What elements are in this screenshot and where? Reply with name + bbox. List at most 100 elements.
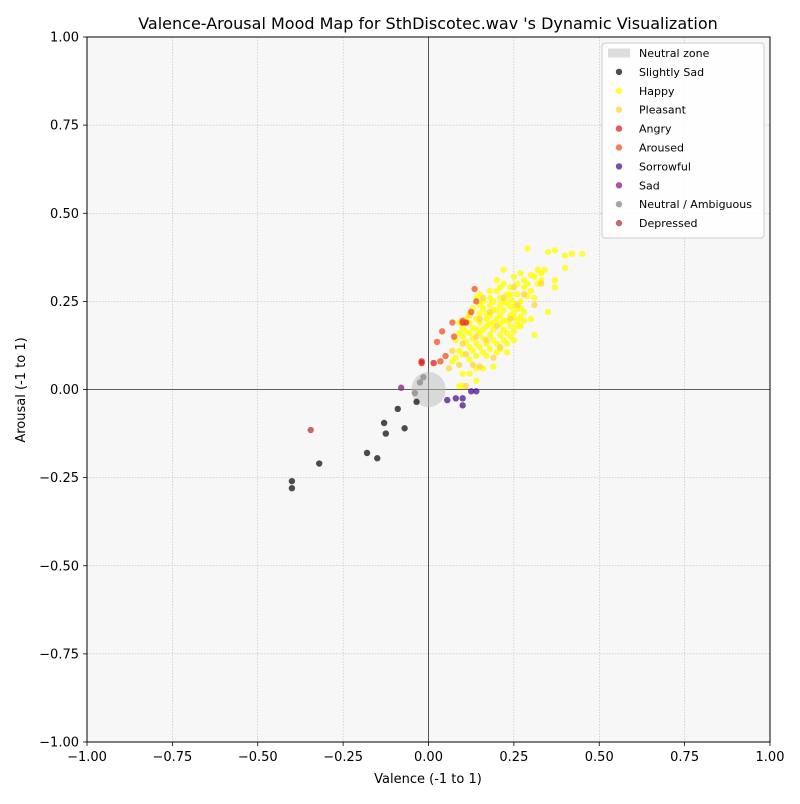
series-aroused [433, 285, 480, 365]
chart-title: Valence-Arousal Mood Map for SthDiscotec… [138, 14, 718, 33]
data-point-happy [520, 317, 528, 324]
data-point-pleasant [483, 336, 490, 344]
data-point-happy [486, 331, 494, 339]
data-point-happy [500, 317, 507, 324]
data-point-happy [503, 299, 511, 307]
data-point-sorrowful [452, 395, 460, 402]
data-point-happy [449, 358, 456, 365]
x-tick-label: 0.25 [499, 750, 528, 765]
legend-marker-neutral-ambiguous [615, 201, 623, 208]
data-point-happy [503, 340, 511, 347]
data-point-happy [483, 322, 490, 330]
legend-label-happy: Happy [639, 85, 675, 98]
data-point-happy [486, 345, 494, 353]
data-point-aroused [459, 317, 466, 324]
data-point-happy [520, 308, 528, 316]
series-slightly-sad [288, 398, 420, 492]
data-point-happy [578, 250, 586, 257]
data-point-sorrowful [473, 388, 480, 395]
data-point-happy [466, 370, 473, 377]
data-point-pleasant [537, 280, 545, 287]
y-tick-label: 0.75 [50, 119, 79, 134]
data-point-pleasant [459, 340, 466, 347]
data-point-slightly-sad [401, 425, 408, 432]
data-point-pleasant [510, 284, 518, 291]
data-point-depressed [307, 426, 314, 434]
data-point-sorrowful [459, 402, 466, 409]
data-point-happy [473, 352, 480, 360]
data-point-aroused [433, 338, 441, 346]
data-point-pleasant [476, 315, 483, 323]
data-point-slightly-sad [374, 455, 381, 462]
data-point-happy [510, 336, 518, 344]
x-tick-label: 1.00 [756, 750, 785, 765]
data-point-pleasant [490, 354, 497, 361]
data-point-pleasant [449, 347, 456, 354]
data-point-slightly-sad [363, 449, 371, 457]
data-point-slightly-sad [380, 419, 388, 427]
data-point-happy [544, 308, 552, 316]
data-point-slightly-sad [394, 405, 401, 413]
y-tick-label: −0.50 [39, 559, 79, 574]
data-point-happy [493, 287, 500, 294]
data-point-aroused [467, 308, 475, 316]
data-point-pleasant [476, 363, 483, 370]
legend-marker-sad [615, 182, 623, 189]
data-point-happy [510, 273, 518, 280]
data-point-aroused [449, 319, 456, 326]
data-point-happy [527, 287, 535, 294]
data-point-neutral-ambiguous [420, 373, 427, 381]
x-tick-label: 0.00 [414, 750, 443, 765]
data-point-happy [500, 306, 507, 314]
data-point-happy [473, 326, 480, 333]
x-axis-label: Valence (-1 to 1) [374, 772, 482, 787]
data-point-aroused [473, 298, 480, 305]
series-neutral-ambiguous [411, 373, 427, 397]
data-point-happy [531, 331, 538, 339]
legend-swatch-neutral-zone [608, 48, 630, 58]
data-point-pleasant [462, 351, 470, 358]
data-point-happy [510, 328, 518, 335]
data-point-pleasant [473, 333, 480, 340]
legend-label-aroused: Aroused [639, 142, 684, 155]
data-point-sorrowful [467, 388, 475, 395]
data-point-aroused [437, 358, 444, 365]
data-point-slightly-sad [288, 485, 296, 492]
y-tick-label: −1.00 [39, 736, 79, 751]
data-point-aroused [471, 285, 478, 293]
data-point-aroused [438, 328, 446, 335]
data-point-happy [469, 347, 477, 354]
data-point-happy [483, 352, 490, 360]
data-point-pleasant [514, 301, 521, 309]
legend-label-depressed: Depressed [639, 217, 697, 230]
data-point-happy [497, 301, 504, 309]
x-tick-label: −0.75 [152, 750, 192, 765]
legend-marker-slightly-sad [615, 68, 623, 76]
y-tick-label: −0.25 [39, 471, 79, 486]
data-point-pleasant [462, 382, 470, 390]
legend-label-neutral-zone: Neutral zone [639, 47, 710, 60]
y-tick-label: 0.50 [50, 207, 79, 222]
data-point-pleasant [520, 291, 528, 298]
data-point-happy [459, 333, 466, 340]
data-point-happy [527, 315, 535, 323]
data-point-happy [561, 252, 569, 259]
data-point-happy [561, 264, 569, 272]
data-point-pleasant [493, 322, 500, 330]
data-point-happy [531, 273, 538, 280]
series-depressed [307, 426, 314, 434]
data-point-happy [490, 363, 497, 370]
series-sad [397, 384, 405, 391]
y-axis-label: Arousal (-1 to 1) [14, 337, 29, 442]
data-point-happy [517, 269, 524, 277]
legend-marker-pleasant [615, 106, 623, 113]
data-point-happy [473, 377, 480, 384]
data-point-happy [503, 349, 511, 356]
data-point-angry [418, 359, 425, 367]
data-point-pleasant [486, 308, 494, 316]
data-point-sorrowful [444, 396, 451, 404]
legend-marker-depressed [615, 219, 623, 227]
data-point-happy [493, 277, 500, 284]
data-point-slightly-sad [382, 430, 390, 437]
